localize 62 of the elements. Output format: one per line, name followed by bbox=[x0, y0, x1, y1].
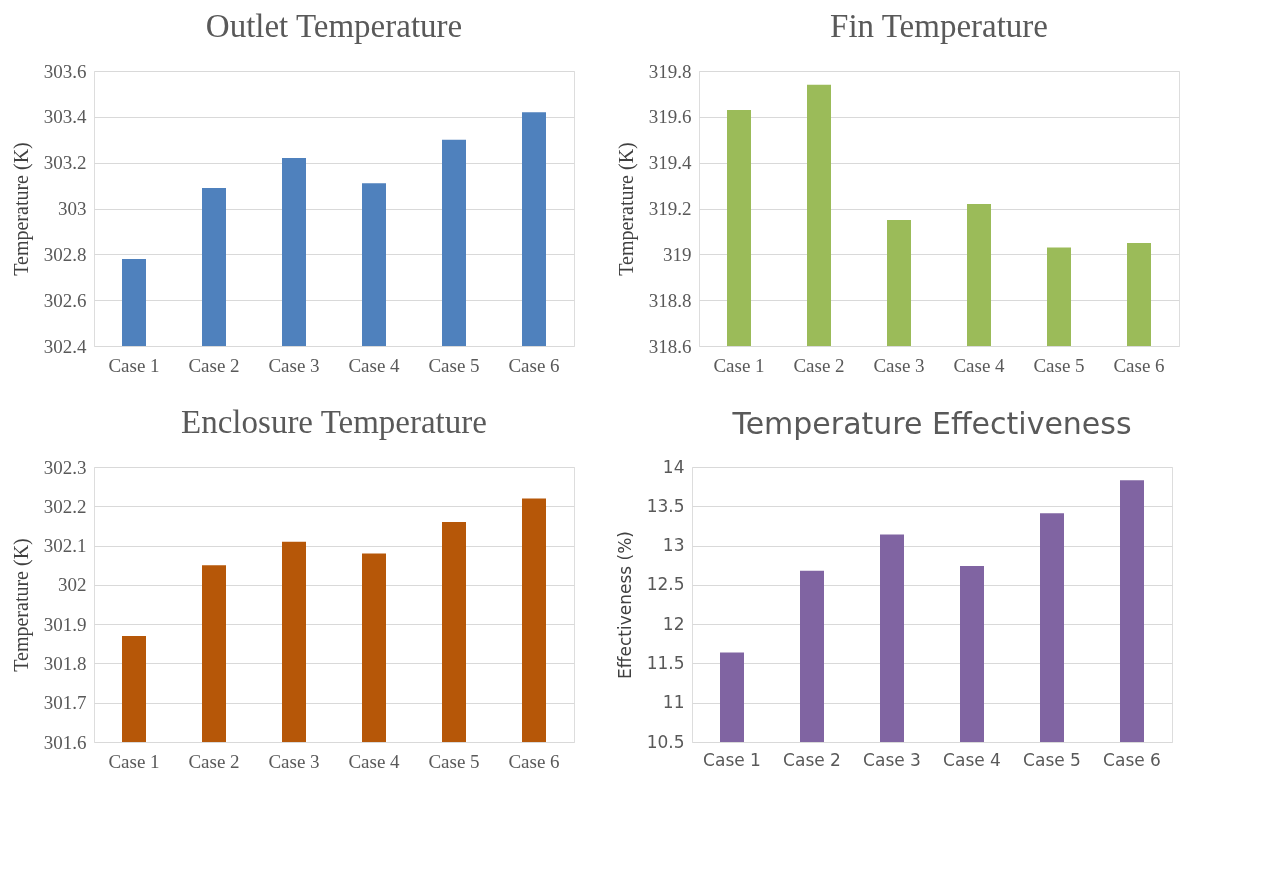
y-tick-label: 302.6 bbox=[43, 289, 87, 311]
y-tick-label: 12.5 bbox=[646, 574, 685, 595]
y-tick-label: 13.5 bbox=[646, 495, 685, 516]
x-tick-label: Case 2 bbox=[188, 750, 240, 772]
y-tick-label: 301.8 bbox=[43, 652, 87, 674]
x-tick-label: Case 2 bbox=[188, 354, 240, 376]
y-tick-label: 319.4 bbox=[648, 152, 692, 174]
x-tick-label: Case 1 bbox=[108, 354, 160, 376]
y-axis-title: Effectiveness (%) bbox=[614, 531, 635, 679]
y-tick-label: 303.2 bbox=[43, 152, 87, 174]
y-tick-label: 302.2 bbox=[43, 495, 87, 517]
x-tick-label: Case 5 bbox=[1033, 354, 1085, 376]
y-tick-label: 303 bbox=[58, 198, 87, 219]
x-tick-label: Case 4 bbox=[348, 354, 401, 376]
x-tick-label: Case 6 bbox=[508, 354, 560, 376]
y-tick-label: 301.9 bbox=[43, 613, 87, 635]
x-tick-label: Case 1 bbox=[713, 354, 765, 376]
y-tick-label: 318.8 bbox=[648, 289, 692, 311]
y-tick-label: 14 bbox=[662, 456, 685, 477]
y-axis-title: Temperature (K) bbox=[9, 538, 33, 672]
x-tick-label: Case 4 bbox=[943, 749, 1001, 770]
y-axis-title: Temperature (K) bbox=[614, 142, 638, 276]
x-tick-label: Case 1 bbox=[108, 750, 160, 772]
y-tick-label: 302.3 bbox=[43, 456, 87, 478]
y-tick-label: 302.1 bbox=[43, 535, 87, 557]
y-tick-label: 301.6 bbox=[43, 731, 87, 753]
y-tick-label: 319.8 bbox=[648, 60, 692, 82]
chart-title: Temperature Effectiveness bbox=[731, 406, 1132, 441]
x-tick-label: Case 6 bbox=[508, 750, 560, 772]
y-tick-label: 319 bbox=[663, 243, 692, 265]
x-tick-label: Case 6 bbox=[1103, 749, 1161, 770]
x-tick-label: Case 5 bbox=[428, 750, 480, 772]
x-tick-label: Case 3 bbox=[863, 749, 921, 770]
y-tick-label: 302.8 bbox=[43, 243, 87, 265]
y-tick-label: 319.6 bbox=[648, 106, 692, 128]
y-tick-label: 319.2 bbox=[648, 198, 692, 219]
y-tick-label: 302 bbox=[58, 574, 87, 596]
x-tick-label: Case 1 bbox=[703, 749, 761, 770]
x-tick-label: Case 3 bbox=[268, 354, 320, 376]
y-tick-label: 301.7 bbox=[43, 692, 87, 714]
x-tick-label: Case 4 bbox=[348, 750, 401, 772]
y-tick-label: 11.5 bbox=[646, 652, 685, 673]
x-tick-label: Case 3 bbox=[873, 354, 925, 376]
y-tick-label: 13 bbox=[662, 535, 685, 556]
chart-title: Enclosure Temperature bbox=[181, 404, 487, 440]
y-tick-label: 303.4 bbox=[43, 106, 87, 128]
x-tick-label: Case 3 bbox=[268, 750, 320, 772]
y-tick-label: 302.4 bbox=[43, 335, 87, 357]
x-tick-label: Case 5 bbox=[428, 354, 480, 376]
chart-title: Outlet Temperature bbox=[205, 8, 463, 44]
x-tick-label: Case 4 bbox=[953, 354, 1006, 376]
y-tick-label: 303.6 bbox=[43, 60, 87, 82]
y-tick-label: 10.5 bbox=[646, 731, 685, 752]
x-tick-label: Case 6 bbox=[1113, 354, 1165, 376]
y-axis-title: Temperature (K) bbox=[9, 142, 33, 276]
chart-title: Fin Temperature bbox=[830, 8, 1048, 44]
x-tick-label: Case 5 bbox=[1023, 749, 1081, 770]
y-tick-label: 12 bbox=[662, 613, 685, 634]
x-tick-label: Case 2 bbox=[783, 749, 841, 770]
y-tick-label: 11 bbox=[662, 692, 685, 713]
x-tick-label: Case 2 bbox=[793, 354, 845, 376]
y-tick-label: 318.6 bbox=[648, 335, 692, 357]
